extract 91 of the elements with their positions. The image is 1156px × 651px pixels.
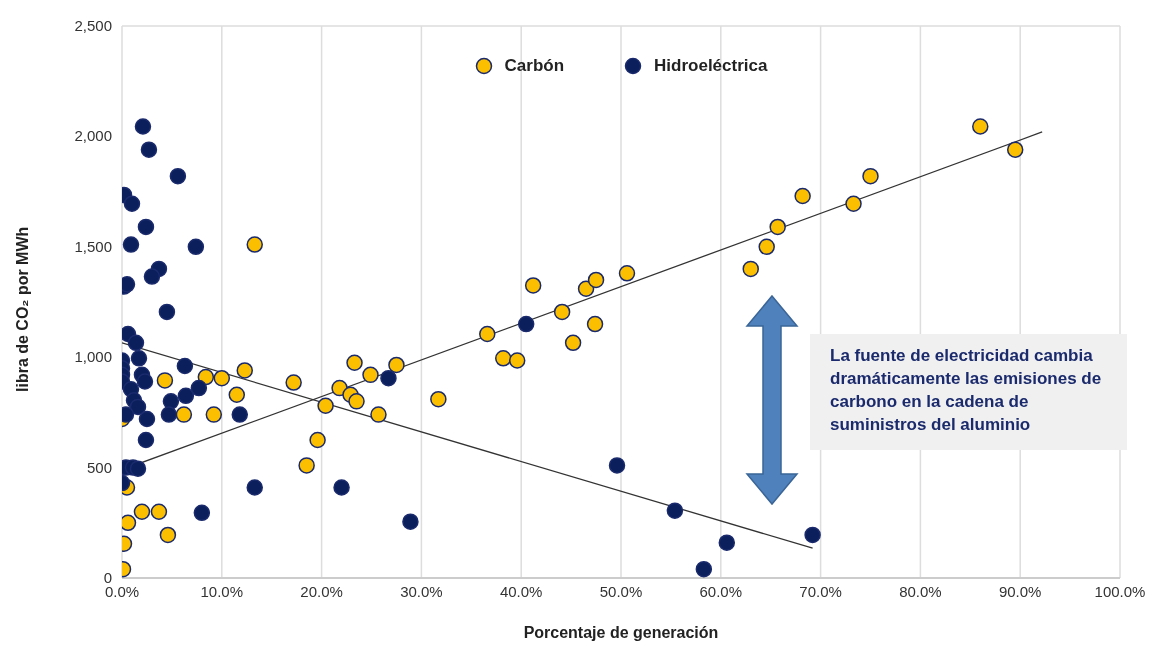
point xyxy=(246,479,263,496)
point xyxy=(187,238,205,256)
point xyxy=(794,187,811,205)
x-tick-label: 30.0% xyxy=(400,582,443,600)
point xyxy=(769,218,786,236)
x-tick-label: 60.0% xyxy=(699,582,743,600)
point xyxy=(177,387,195,405)
point xyxy=(718,534,736,551)
x-tick-label: 40.0% xyxy=(499,582,543,600)
x-tick-label: 70.0% xyxy=(799,582,842,600)
point xyxy=(175,406,193,423)
point xyxy=(129,460,147,477)
y-tick-label: 500 xyxy=(86,458,112,476)
point xyxy=(169,167,187,185)
point xyxy=(370,406,387,423)
point xyxy=(553,303,571,321)
point xyxy=(140,141,158,158)
point xyxy=(158,303,176,321)
point xyxy=(564,334,582,352)
point xyxy=(758,238,775,256)
point xyxy=(134,118,152,135)
point xyxy=(402,513,419,530)
point xyxy=(309,431,326,449)
point xyxy=(231,406,249,423)
point xyxy=(123,195,141,212)
point xyxy=(133,503,151,521)
point xyxy=(430,390,447,408)
point xyxy=(159,526,177,544)
point xyxy=(213,369,231,387)
point xyxy=(862,167,879,185)
point xyxy=(127,334,145,352)
point xyxy=(236,362,253,379)
point xyxy=(129,398,147,416)
point xyxy=(804,526,821,544)
point xyxy=(362,366,379,384)
annotation: La fuente de electricidad cambia dramáticamente las emisiones de carbono en la cadena de suministros del aluminio xyxy=(810,334,1127,450)
y-tick-label: 2,500 xyxy=(74,17,112,34)
point xyxy=(298,457,315,474)
point xyxy=(176,357,194,375)
point xyxy=(137,218,155,236)
point xyxy=(524,277,542,294)
legend-label: Hidroeléctrica xyxy=(653,56,768,76)
point xyxy=(695,560,713,578)
x-tick-label: 20.0% xyxy=(300,582,343,600)
point xyxy=(205,406,223,423)
point xyxy=(162,393,180,410)
point xyxy=(285,374,302,391)
point xyxy=(666,502,684,519)
point xyxy=(587,271,605,289)
point xyxy=(190,379,208,397)
point xyxy=(160,406,178,423)
point xyxy=(317,397,334,415)
point xyxy=(333,479,350,496)
y-tick-label: 1,000 xyxy=(74,348,112,366)
point xyxy=(136,373,154,390)
point xyxy=(143,268,161,285)
point xyxy=(845,195,862,212)
point xyxy=(479,325,496,343)
point xyxy=(586,315,604,333)
point xyxy=(348,393,365,410)
y-axis-title: libra de CO₂ por MWh xyxy=(13,226,31,392)
point xyxy=(346,354,363,371)
point xyxy=(150,503,168,521)
legend-label: Carbón xyxy=(503,56,565,76)
point xyxy=(494,350,512,367)
x-tick-label: 50.0% xyxy=(599,582,643,600)
point xyxy=(1006,141,1024,158)
point xyxy=(380,369,397,387)
point xyxy=(246,236,263,253)
point xyxy=(388,356,405,374)
point xyxy=(972,118,989,135)
point xyxy=(517,315,535,333)
x-tick-label: 100.0% xyxy=(1094,582,1146,600)
point xyxy=(156,372,174,389)
point xyxy=(122,236,140,253)
point xyxy=(138,410,156,428)
x-tick-label: 80.0% xyxy=(899,582,942,600)
x-axis-title: Porcentaje de generación xyxy=(523,624,719,641)
y-tick-label: 1,500 xyxy=(74,237,112,255)
point xyxy=(137,431,155,449)
point xyxy=(618,265,636,282)
y-tick-label: 2,000 xyxy=(74,127,112,145)
point xyxy=(608,457,626,474)
point xyxy=(130,350,148,367)
point xyxy=(193,504,211,522)
x-tick-label: 90.0% xyxy=(998,582,1042,600)
x-tick-label: 10.0% xyxy=(200,582,244,600)
point xyxy=(742,260,759,278)
point xyxy=(508,352,526,369)
point xyxy=(122,514,137,532)
point xyxy=(228,386,246,403)
